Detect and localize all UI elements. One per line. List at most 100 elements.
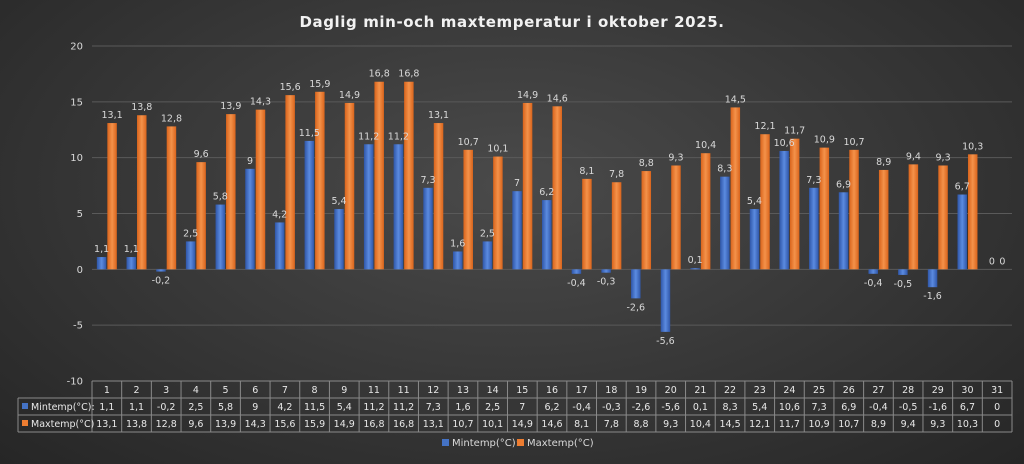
bar-min-temp <box>690 268 700 270</box>
label-max-temp: 11,7 <box>784 126 805 137</box>
label-min-temp: 4,2 <box>272 209 287 220</box>
table-cell-max: 0 <box>994 419 1000 430</box>
x-category-label: 17 <box>576 385 588 396</box>
x-category-label: 3 <box>163 385 169 396</box>
bar-max-temp <box>285 95 295 270</box>
x-category-label: 31 <box>991 385 1003 396</box>
label-max-temp: 14,5 <box>725 94 746 105</box>
table-cell-max: 8,9 <box>871 419 886 430</box>
table-cell-min: 4,2 <box>277 402 292 413</box>
table-cell-min: 8,3 <box>723 402 738 413</box>
bar-max-temp <box>433 123 444 270</box>
label-min-temp: 11,5 <box>299 128 320 139</box>
table-cell-min: 1,6 <box>455 402 470 413</box>
bar-min-temp <box>452 251 463 270</box>
label-min-temp: 2,5 <box>183 228 198 239</box>
table-cell-max: 11,7 <box>779 419 800 430</box>
table-cell-min: 5,4 <box>752 402 767 413</box>
label-min-temp: 0,1 <box>688 255 703 266</box>
x-category-label: 20 <box>665 385 677 396</box>
bar-max-temp <box>315 91 325 270</box>
series-swatch <box>22 420 28 426</box>
table-cell-min: 1,1 <box>129 402 144 413</box>
bar-max-temp <box>700 153 711 270</box>
bar-min-temp <box>512 191 522 270</box>
label-max-temp: 12,1 <box>754 121 775 132</box>
y-tick-label: 0 <box>77 265 83 276</box>
bar-max-temp <box>404 81 414 270</box>
bar-max-temp <box>611 182 622 270</box>
bar-min-temp <box>274 222 285 270</box>
legend-label-max: Maxtemp(°C) <box>527 438 594 449</box>
table-cell-min: 0,1 <box>693 402 708 413</box>
bar-min-temp <box>304 140 315 270</box>
label-max-temp: 10,7 <box>843 137 864 148</box>
label-min-temp: -0,2 <box>152 276 171 287</box>
bar-min-temp <box>898 269 908 275</box>
label-max-temp: 13,8 <box>131 102 152 113</box>
x-category-label: 27 <box>872 385 884 396</box>
bar-min-temp <box>809 187 819 270</box>
table-cell-max: 9,3 <box>930 419 945 430</box>
label-min-temp: -5,6 <box>656 336 675 347</box>
bar-max-temp <box>878 169 889 270</box>
table-cell-min: -0,2 <box>157 402 176 413</box>
series-swatch <box>22 403 28 409</box>
bar-min-temp <box>245 168 255 270</box>
label-min-temp: 1,1 <box>124 244 139 255</box>
table-cell-max: 14,9 <box>334 419 355 430</box>
bar-max-temp <box>908 164 919 270</box>
label-min-temp: 2,5 <box>480 228 495 239</box>
table-cell-min: 11,5 <box>304 402 325 413</box>
label-max-temp: 9,6 <box>194 149 209 160</box>
table-cell-max: 10,7 <box>452 419 473 430</box>
y-tick-label: 15 <box>70 97 83 108</box>
table-cell-max: 10,4 <box>690 419 711 430</box>
label-min-temp: 0 <box>989 256 995 267</box>
bar-max-temp <box>374 81 384 270</box>
label-max-temp: 9,4 <box>906 151 921 162</box>
label-max-temp: 13,1 <box>102 110 123 121</box>
label-max-temp: 10,3 <box>962 141 983 152</box>
x-category-label: 18 <box>605 385 617 396</box>
table-cell-min: 1,1 <box>99 402 114 413</box>
table-cell-max: 14,3 <box>245 419 266 430</box>
bar-max-temp <box>522 102 533 270</box>
label-max-temp: 8,1 <box>579 166 594 177</box>
table-cell-min: 0 <box>994 402 1000 413</box>
bar-max-temp <box>582 178 592 270</box>
bar-min-temp <box>542 200 552 270</box>
label-min-temp: 10,6 <box>774 138 795 149</box>
label-min-temp: -1,6 <box>923 291 942 302</box>
table-cell-max: 9,3 <box>663 419 678 430</box>
x-category-label: 29 <box>932 385 944 396</box>
table-cell-min: 6,2 <box>544 402 559 413</box>
table-cell-min: 7,3 <box>426 402 441 413</box>
x-category-label: 5 <box>223 385 229 396</box>
table-cell-min: 9 <box>252 402 258 413</box>
table-cell-min: 5,8 <box>218 402 233 413</box>
bar-min-temp <box>363 144 374 270</box>
table-cell-max: 13,8 <box>126 419 147 430</box>
label-max-temp: 9,3 <box>936 152 951 163</box>
legend-swatch-min <box>442 439 449 446</box>
label-min-temp: 7,3 <box>420 175 435 186</box>
chart-title: Daglig min-och maxtemperatur i oktober 2… <box>299 13 724 31</box>
label-max-temp: 8,9 <box>876 157 891 168</box>
bar-max-temp <box>493 156 503 270</box>
bar-min-temp <box>749 209 760 270</box>
table-cell-max: 14,9 <box>512 419 533 430</box>
bar-min-temp <box>334 209 344 270</box>
label-min-temp: 5,4 <box>331 196 346 207</box>
table-cell-min: 7 <box>519 402 525 413</box>
table-cell-min: -0,4 <box>572 402 591 413</box>
bar-min-temp <box>957 194 967 270</box>
bar-max-temp <box>671 165 681 270</box>
bar-max-temp <box>166 126 177 270</box>
x-category-label: 23 <box>754 385 766 396</box>
table-cell-max: 12,1 <box>749 419 770 430</box>
bar-max-temp <box>760 134 770 270</box>
table-cell-min: 11,2 <box>393 402 414 413</box>
bar-max-temp <box>641 171 652 270</box>
